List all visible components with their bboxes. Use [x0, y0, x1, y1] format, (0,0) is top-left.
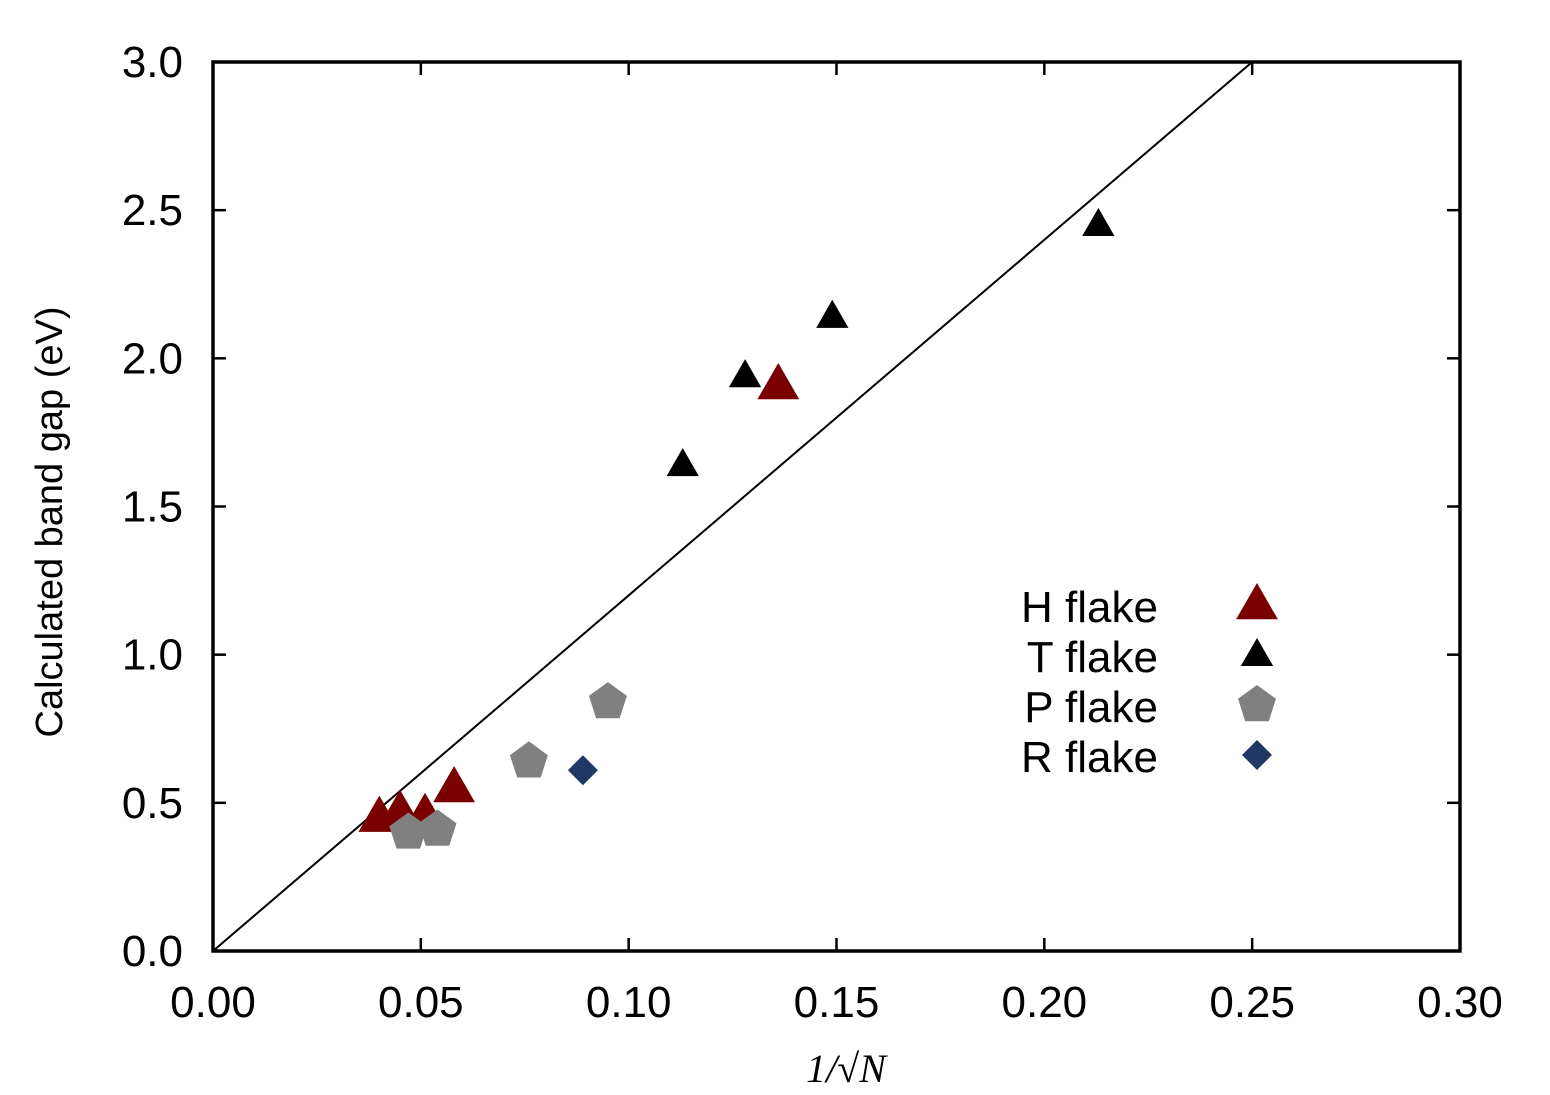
x-tick-label: 0.10 [586, 978, 672, 1027]
x-tick-label: 0.15 [794, 978, 880, 1027]
legend-label-r-flake: R flake [1021, 733, 1158, 782]
y-tick-label: 3.0 [122, 38, 183, 87]
reference-line [212, 61, 1253, 952]
h-flake-point [433, 766, 475, 803]
t-flake-point [816, 299, 849, 328]
x-tick-label: 0.25 [1209, 978, 1295, 1027]
r-flake-point [567, 755, 598, 786]
legend-marker-t-flake [1240, 638, 1274, 666]
p-flake-point [588, 682, 627, 719]
x-axis-title: 1/√N [806, 1046, 888, 1091]
legend-label-p-flake: P flake [1024, 683, 1158, 732]
x-tick-label: 0.05 [378, 978, 464, 1027]
data-points-layer [358, 208, 1115, 849]
h-flake-point [757, 363, 800, 400]
y-tick-label: 2.5 [122, 186, 183, 235]
p-flake-point [418, 809, 457, 846]
y-tick-labels: 0.0 0.5 1.0 1.5 2.0 2.5 3.0 [122, 38, 183, 976]
plot-frame [211, 60, 1462, 953]
x-tick-labels: 0.00 0.05 0.10 0.15 0.20 0.25 0.30 [170, 978, 1503, 1027]
legend-label-h-flake: H flake [1021, 583, 1158, 632]
x-tick-label: 0.00 [170, 978, 256, 1027]
y-tick-label: 1.0 [122, 631, 183, 680]
y-tick-label: 0.0 [122, 927, 183, 976]
legend-marker-h-flake [1236, 583, 1278, 620]
y-tick-label: 0.5 [122, 779, 183, 828]
legend-marker-p-flake [1238, 685, 1276, 722]
legend-marker-r-flake [1242, 740, 1272, 770]
t-flake-point [666, 448, 699, 477]
y-tick-label: 1.5 [122, 483, 183, 532]
t-flake-point [728, 359, 762, 388]
p-flake-point [389, 812, 428, 849]
x-tick-label: 0.30 [1417, 978, 1503, 1027]
y-axis-title: Calculated band gap (eV) [29, 307, 71, 738]
x-tick-label: 0.20 [1002, 978, 1088, 1027]
t-flake-point [1082, 208, 1115, 236]
legend-label-t-flake: T flake [1027, 633, 1158, 682]
reference-line-layer [212, 61, 1253, 952]
y-tick-label: 2.0 [122, 334, 183, 383]
p-flake-point [509, 741, 548, 778]
